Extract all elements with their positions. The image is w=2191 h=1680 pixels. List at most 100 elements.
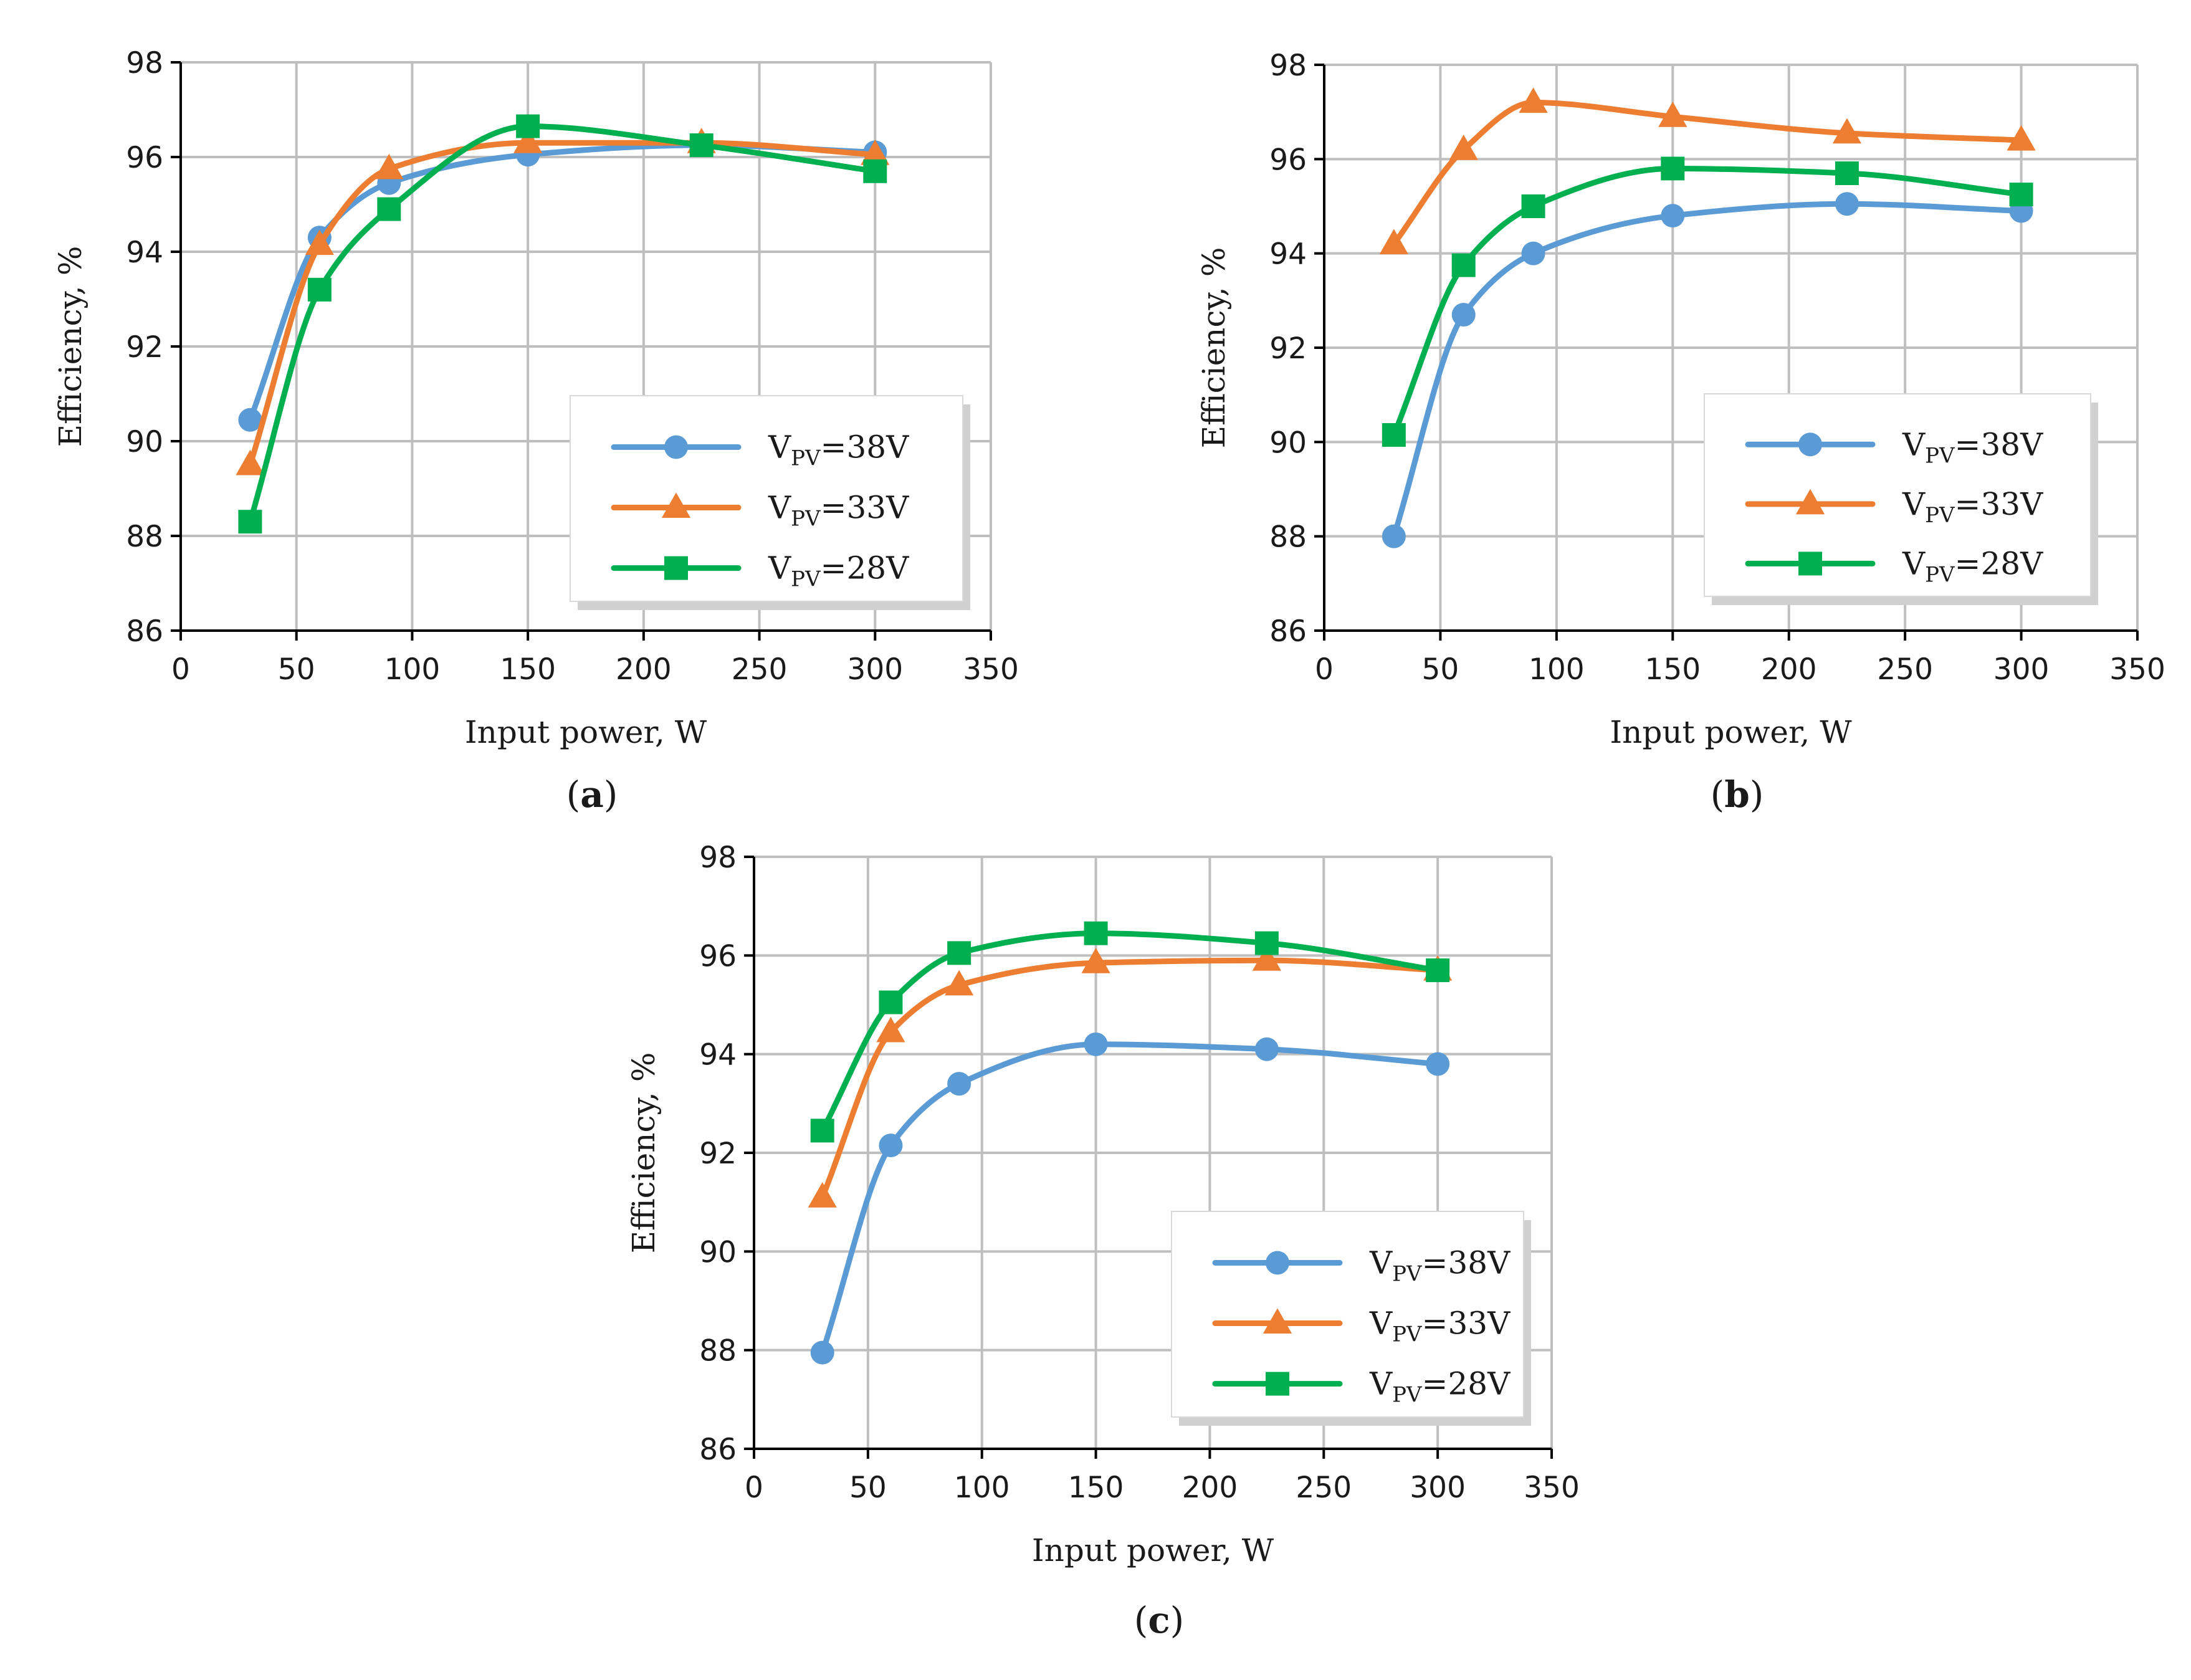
legend-label-value: =33V bbox=[1955, 486, 2044, 522]
y-tick-label: 96 bbox=[126, 141, 163, 175]
legend-label-v: V bbox=[1369, 1245, 1393, 1281]
legend-label: VPV=28V bbox=[1902, 545, 2043, 587]
panel-label-close-paren: ) bbox=[1170, 1599, 1185, 1641]
data-point-triangle bbox=[1252, 945, 1281, 971]
data-point-triangle bbox=[1658, 102, 1687, 127]
data-point-circle bbox=[1451, 303, 1476, 327]
y-tick-label: 92 bbox=[1269, 332, 1307, 366]
legend-label-v: V bbox=[768, 490, 791, 526]
x-tick-label: 0 bbox=[745, 1471, 763, 1505]
data-point-circle bbox=[1661, 204, 1685, 228]
x-tick-label: 300 bbox=[1993, 652, 2050, 687]
legend-label: VPV=38V bbox=[1369, 1245, 1511, 1287]
data-point-circle bbox=[1426, 1052, 1450, 1076]
panel-label: (b) bbox=[1711, 773, 1764, 816]
y-axis-title: Efficiency, % bbox=[1196, 247, 1232, 449]
panel-label-open-paren: ( bbox=[566, 773, 581, 816]
y-tick-label: 98 bbox=[1269, 49, 1307, 83]
legend-label-subscript: PV bbox=[1392, 1383, 1423, 1408]
y-tick-label: 92 bbox=[699, 1137, 737, 1171]
data-point-circle bbox=[879, 1134, 903, 1158]
legend-swatch-square bbox=[664, 556, 688, 580]
series-line bbox=[1391, 100, 2025, 247]
legend-label: VPV=38V bbox=[1902, 426, 2043, 468]
data-point-triangle bbox=[513, 128, 543, 153]
data-point-triangle bbox=[945, 970, 974, 996]
y-tick-label: 86 bbox=[126, 614, 163, 649]
data-point-circle bbox=[238, 408, 262, 432]
data-point-triangle bbox=[1379, 229, 1408, 255]
legend-label-value: =33V bbox=[1422, 1305, 1511, 1342]
series-circle bbox=[238, 133, 887, 432]
series-triangle bbox=[1379, 87, 2036, 255]
legend-label-value: =28V bbox=[1955, 545, 2044, 581]
y-tick-label: 96 bbox=[1269, 143, 1307, 177]
legend-label: VPV=28V bbox=[1369, 1366, 1511, 1408]
series-square bbox=[810, 921, 1450, 1143]
y-tick-label: 92 bbox=[126, 330, 163, 365]
data-point-square bbox=[1451, 253, 1476, 277]
legend-label-subscript: PV bbox=[1925, 443, 1955, 468]
x-tick-label: 0 bbox=[1315, 652, 1334, 687]
data-point-square bbox=[689, 133, 714, 157]
legend-label-v: V bbox=[1369, 1366, 1393, 1402]
data-point-triangle bbox=[375, 153, 404, 179]
legend-label-v: V bbox=[768, 429, 791, 465]
x-tick-label: 200 bbox=[1182, 1471, 1238, 1505]
data-point-triangle bbox=[305, 229, 334, 255]
legend-swatch-triangle bbox=[1795, 489, 1825, 515]
x-tick-label: 200 bbox=[1761, 652, 1817, 687]
data-point-square bbox=[2009, 183, 2033, 207]
x-tick-label: 350 bbox=[1524, 1471, 1580, 1505]
data-point-circle bbox=[1382, 524, 1406, 548]
y-tick-label: 94 bbox=[699, 1038, 737, 1072]
panel-label-open-paren: ( bbox=[1711, 773, 1725, 816]
legend-label-value: =38V bbox=[1955, 426, 2044, 462]
legend-label: VPV=33V bbox=[1902, 486, 2043, 528]
y-tick-label: 98 bbox=[699, 841, 737, 875]
y-tick-label: 86 bbox=[1269, 614, 1307, 649]
x-tick-label: 50 bbox=[1422, 652, 1459, 687]
y-tick-label: 94 bbox=[1269, 237, 1307, 272]
y-tick-label: 90 bbox=[699, 1235, 737, 1269]
legend-label-value: =28V bbox=[821, 550, 910, 586]
series-line bbox=[1391, 165, 2025, 438]
data-point-square bbox=[307, 277, 332, 302]
data-point-triangle bbox=[1519, 87, 1548, 113]
legend-label: VPV=28V bbox=[768, 550, 909, 592]
legend-label-value: =28V bbox=[1422, 1366, 1511, 1402]
series-line bbox=[819, 957, 1441, 1200]
data-point-circle bbox=[947, 1072, 971, 1096]
x-tick-label: 200 bbox=[616, 652, 672, 687]
panel-label-letter: c bbox=[1148, 1599, 1170, 1641]
legend-swatch-triangle bbox=[1263, 1308, 1292, 1334]
x-tick-label: 250 bbox=[732, 652, 788, 687]
data-point-square bbox=[238, 510, 262, 534]
data-point-triangle bbox=[861, 140, 890, 165]
data-point-circle bbox=[810, 1340, 834, 1365]
data-point-square bbox=[1521, 194, 1545, 218]
legend-label-subscript: PV bbox=[1392, 1262, 1423, 1287]
legend-swatch-square bbox=[1798, 551, 1822, 576]
legend-label: VPV=38V bbox=[768, 429, 909, 471]
y-tick-label: 86 bbox=[699, 1433, 737, 1467]
series-square bbox=[1382, 156, 2033, 447]
data-point-circle bbox=[1084, 1032, 1108, 1056]
legend-label-v: V bbox=[1902, 426, 1926, 462]
series-circle bbox=[810, 1032, 1450, 1365]
x-tick-label: 50 bbox=[278, 652, 315, 687]
x-axis-title: Input power, W bbox=[465, 714, 707, 750]
chart-panel-c: 86 88 90 92 94 96 98 0 50 100 150 200 250 300 350 Input… bbox=[626, 841, 1580, 1641]
legend-swatch-triangle bbox=[661, 492, 691, 518]
y-tick-label: 98 bbox=[126, 46, 163, 80]
series-circle bbox=[1382, 192, 2033, 548]
panel-label: (c) bbox=[1134, 1599, 1185, 1641]
chart-panel-a: 86 88 90 92 94 96 98 0 50 100 150 200 250 300 350 Input… bbox=[52, 46, 1019, 816]
data-point-square bbox=[1661, 156, 1685, 181]
data-point-circle bbox=[1835, 192, 1859, 216]
legend-label-value: =33V bbox=[821, 490, 910, 526]
y-axis-title: Efficiency, % bbox=[626, 1052, 662, 1254]
